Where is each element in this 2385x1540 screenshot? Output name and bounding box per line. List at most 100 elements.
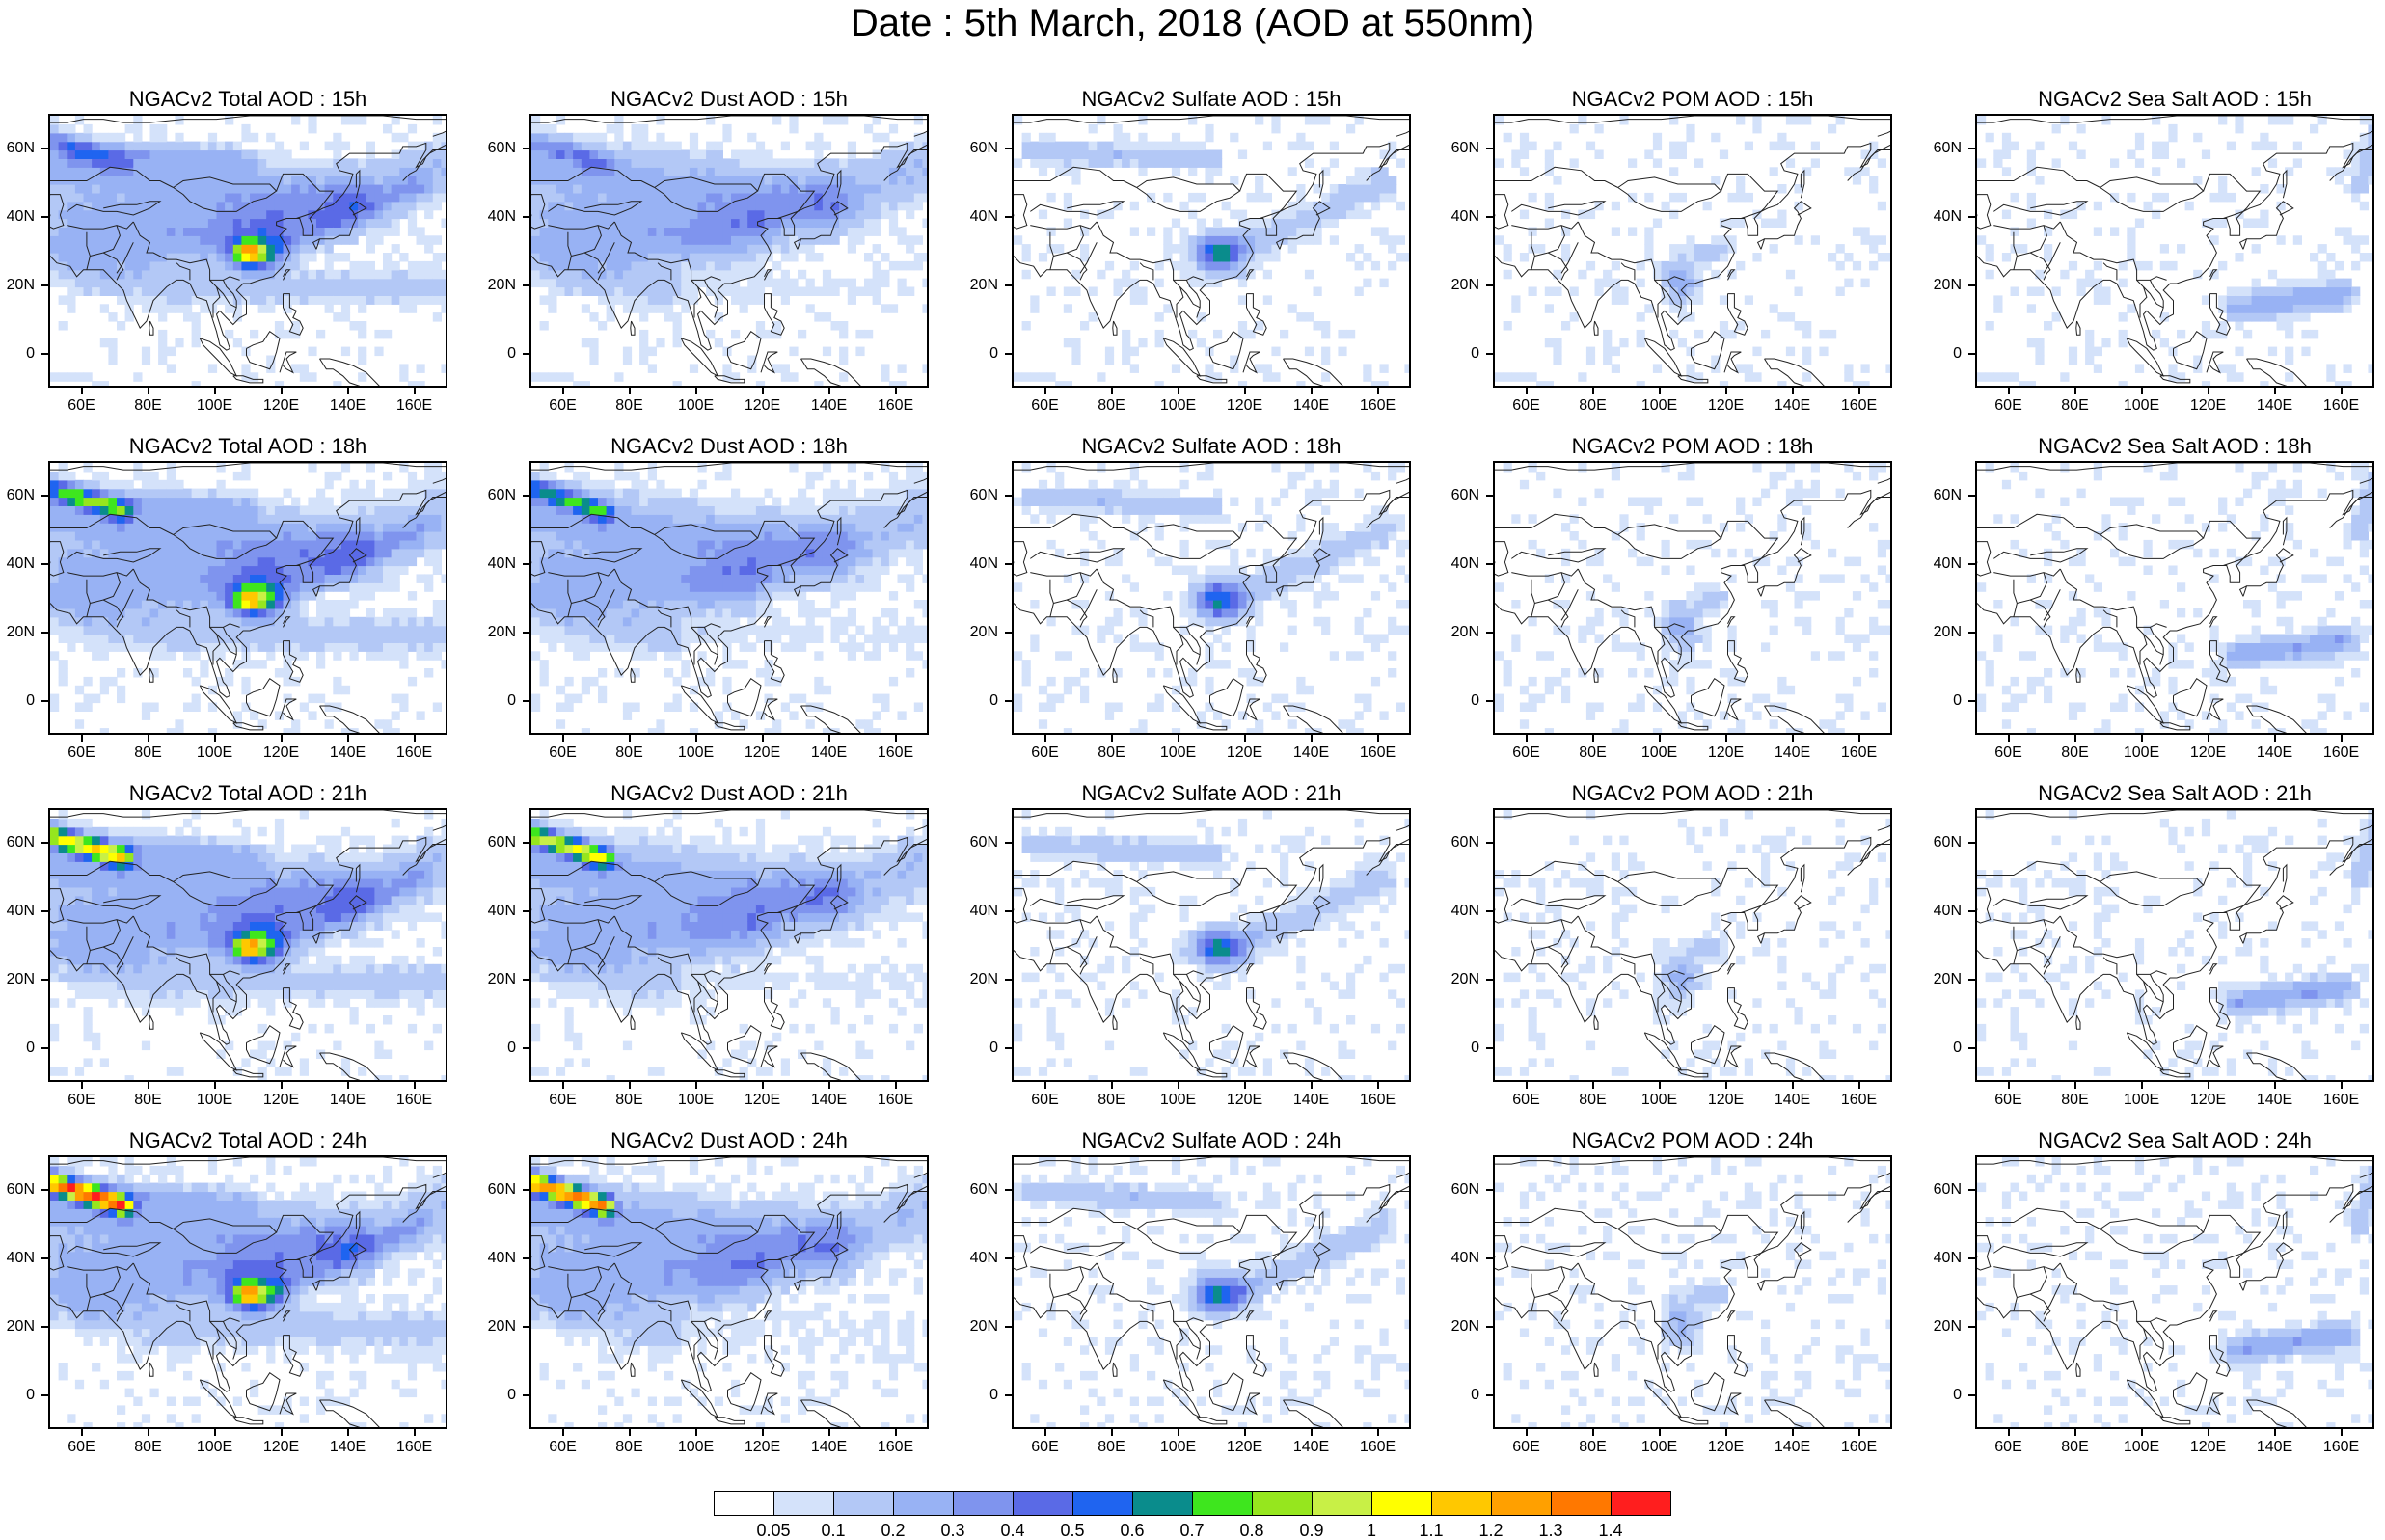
y-tick <box>1486 1256 1493 1259</box>
colorbar-label: 0.9 <box>1299 1521 1324 1540</box>
map-sulfate-24h <box>1012 1155 1411 1429</box>
x-tick <box>1177 735 1179 742</box>
x-tick <box>1376 388 1379 394</box>
coastlines <box>50 810 446 1080</box>
y-tick <box>41 284 48 286</box>
map-pom-15h <box>1493 114 1892 388</box>
y-tick <box>523 1046 529 1049</box>
x-tick-label: 60E <box>549 1439 577 1455</box>
y-tick-label: 60N <box>1933 1180 1962 1198</box>
map-total-15h <box>48 114 447 388</box>
y-tick <box>1486 909 1493 912</box>
y-tick <box>523 1393 529 1396</box>
x-tick-label: 100E <box>2123 397 2160 414</box>
x-tick-label: 160E <box>395 1439 433 1455</box>
map-canvas <box>1977 810 2372 1080</box>
y-tick-label: 40N <box>969 207 998 225</box>
coastlines <box>1495 116 1890 386</box>
x-tick-label: 60E <box>549 397 577 414</box>
x-tick <box>1591 1429 1594 1436</box>
y-tick-label: 20N <box>969 1317 998 1335</box>
x-tick-label: 80E <box>134 744 162 761</box>
y-tick <box>1968 631 1975 634</box>
x-tick-label: 120E <box>1226 744 1263 761</box>
y-tick <box>1968 1046 1975 1049</box>
coastlines <box>531 116 927 386</box>
x-tick-label: 160E <box>2322 1092 2360 1108</box>
x-tick <box>346 735 349 742</box>
x-tick-label: 60E <box>1512 397 1540 414</box>
panel-title: NGACv2 POM AOD : 21h <box>1571 781 1814 805</box>
y-tick-label: 40N <box>1450 554 1479 572</box>
panel-title: NGACv2 Sulfate AOD : 24h <box>1081 1128 1342 1152</box>
x-tick <box>2073 1429 2076 1436</box>
map-dust-18h <box>529 461 929 735</box>
panel-title: NGACv2 Sea Salt AOD : 24h <box>2038 1128 2312 1152</box>
y-tick-label: 0 <box>989 344 998 362</box>
y-tick-label: 0 <box>1953 1039 1962 1056</box>
x-tick <box>2340 1082 2343 1089</box>
x-tick-label: 80E <box>134 397 162 414</box>
y-tick <box>41 1325 48 1328</box>
y-tick-label: 40N <box>1933 207 1962 225</box>
y-tick-label: 20N <box>969 276 998 293</box>
panel-title: NGACv2 Sulfate AOD : 21h <box>1081 781 1342 805</box>
x-tick <box>2207 1082 2209 1089</box>
x-tick <box>413 388 416 394</box>
x-tick <box>694 388 697 394</box>
x-tick-label: 80E <box>2061 1092 2089 1108</box>
y-tick-label: 40N <box>1450 1249 1479 1266</box>
colorbar-swatch <box>773 1491 834 1516</box>
coastlines <box>50 1157 446 1427</box>
colorbar-label: 1.3 <box>1538 1521 1563 1540</box>
colorbar-label: 0.1 <box>821 1521 846 1540</box>
x-tick <box>1376 1082 1379 1089</box>
y-tick-label: 40N <box>1450 902 1479 919</box>
panel-title: NGACv2 Total AOD : 21h <box>128 781 367 805</box>
y-tick <box>41 631 48 634</box>
y-tick-label: 60N <box>1450 833 1479 851</box>
panel-title: NGACv2 Total AOD : 15h <box>128 87 367 111</box>
y-tick <box>1968 699 1975 702</box>
map-canvas <box>1014 1157 1409 1427</box>
x-tick <box>1591 735 1594 742</box>
colorbar-label: 0.8 <box>1239 1521 1264 1540</box>
x-tick <box>280 388 283 394</box>
y-tick-label: 0 <box>1471 691 1479 709</box>
y-tick-label: 40N <box>969 554 998 572</box>
y-tick <box>523 352 529 355</box>
x-tick-label: 160E <box>877 1439 914 1455</box>
y-tick-label: 40N <box>1450 207 1479 225</box>
y-tick <box>1968 1188 1975 1191</box>
y-tick-label: 0 <box>507 344 516 362</box>
x-tick-label: 60E <box>1994 1439 2022 1455</box>
x-tick-label: 120E <box>1707 397 1745 414</box>
panel-title: NGACv2 POM AOD : 15h <box>1571 87 1814 111</box>
map-sulfate-21h <box>1012 808 1411 1082</box>
x-tick-label: 120E <box>262 397 300 414</box>
x-tick-label: 100E <box>677 397 715 414</box>
x-tick <box>1110 1429 1113 1436</box>
x-tick <box>628 388 631 394</box>
y-tick <box>1968 215 1975 218</box>
colorbar-swatch <box>1192 1491 1253 1516</box>
aod-shading <box>1977 116 2372 386</box>
x-tick <box>2340 735 2343 742</box>
x-tick-label: 120E <box>744 397 781 414</box>
colorbar-swatch <box>1371 1491 1432 1516</box>
x-tick-label: 140E <box>810 1092 848 1108</box>
y-tick-label: 20N <box>6 623 35 640</box>
x-tick-label: 60E <box>1031 1092 1059 1108</box>
colorbar-label: 0.6 <box>1120 1521 1145 1540</box>
x-tick <box>827 388 830 394</box>
x-tick-label: 100E <box>677 1439 715 1455</box>
x-tick-label: 80E <box>1579 1092 1607 1108</box>
aod-shading <box>1495 116 1890 386</box>
y-tick-label: 40N <box>487 207 516 225</box>
x-tick <box>561 735 564 742</box>
x-tick <box>1043 735 1046 742</box>
x-tick-label: 80E <box>2061 397 2089 414</box>
y-tick <box>523 909 529 912</box>
coastlines <box>1014 1157 1409 1427</box>
x-tick <box>2073 735 2076 742</box>
